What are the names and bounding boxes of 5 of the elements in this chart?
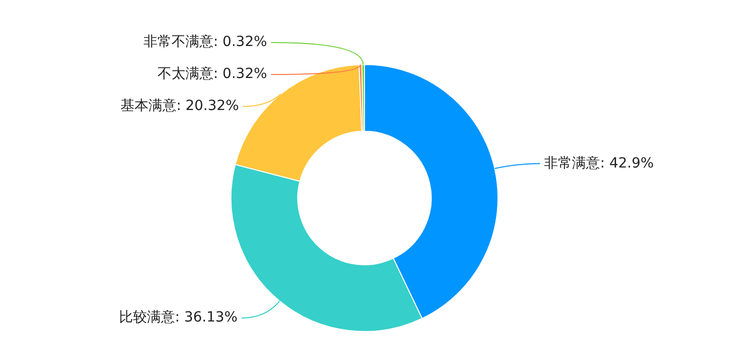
slice-label: 不太满意: 0.32% — [157, 66, 268, 82]
slice-label: 非常不满意: 0.32% — [143, 34, 268, 50]
slice-label: 比较满意: 36.13% — [119, 310, 238, 326]
slice-label: 基本满意: 20.32% — [120, 98, 239, 114]
slice-label: 非常满意: 42.9% — [544, 155, 654, 172]
